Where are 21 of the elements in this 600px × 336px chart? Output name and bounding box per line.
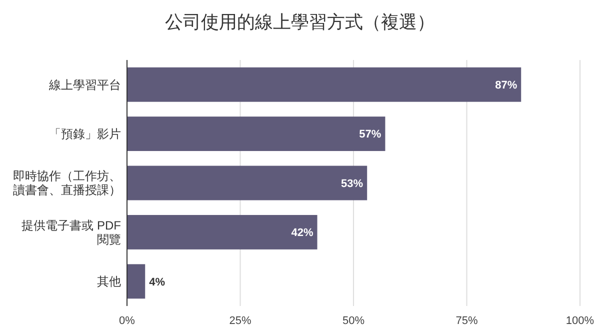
- data-label: 57%: [359, 128, 382, 141]
- data-label: 4%: [149, 276, 166, 288]
- x-tick-label: 100%: [566, 315, 594, 327]
- x-tick-label: 75%: [456, 315, 478, 327]
- y-tick-label: 「預錄」影片: [49, 127, 121, 141]
- y-tick-label: 即時協作（工作坊、讀書會、直播授課）: [13, 169, 121, 198]
- y-tick-label: 提供電子書或 PDF閱覽: [22, 218, 121, 246]
- data-label: 87%: [495, 79, 518, 92]
- bar: [127, 67, 522, 102]
- bar: [127, 214, 318, 250]
- bar: [127, 166, 368, 200]
- y-tick-label: 其他: [97, 274, 121, 289]
- bar: [127, 116, 386, 152]
- bar: [127, 264, 146, 299]
- x-tick-label: 25%: [229, 315, 252, 327]
- x-tick-label: 0%: [119, 315, 136, 327]
- y-tick-label: 線上學習平台: [48, 78, 121, 92]
- data-label: 42%: [291, 227, 314, 240]
- chart-title: 公司使用的線上學習方式（複選）: [165, 12, 435, 32]
- x-tick-label: 50%: [342, 315, 365, 327]
- data-label: 53%: [341, 178, 364, 190]
